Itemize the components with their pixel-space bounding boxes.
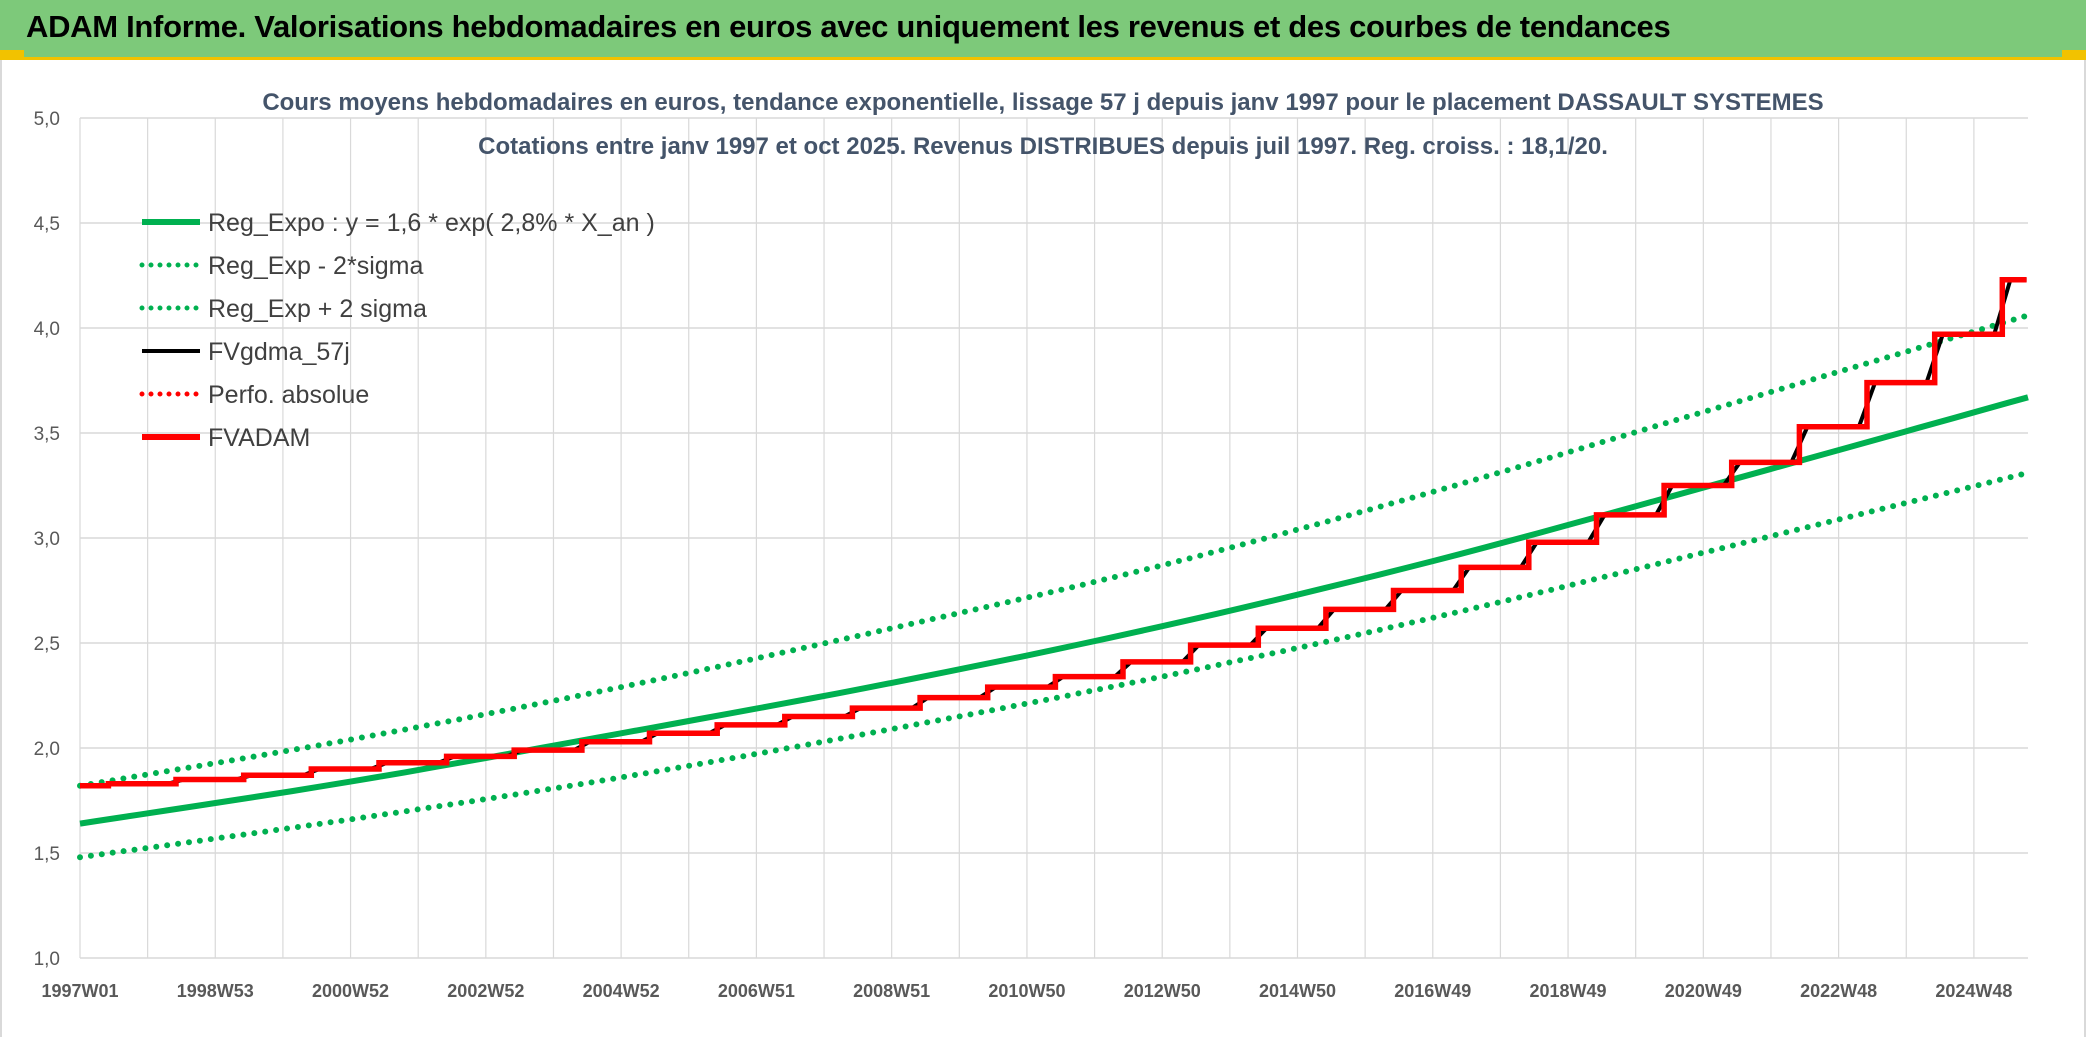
x-tick-label: 1997W01 bbox=[41, 981, 118, 1001]
banner-corner-right bbox=[2062, 50, 2086, 60]
report-title: ADAM Informe. Valorisations hebdomadaire… bbox=[26, 9, 1671, 44]
y-tick-label: 2,0 bbox=[34, 739, 60, 760]
y-tick-label: 1,0 bbox=[34, 949, 60, 970]
y-tick-label: 5,0 bbox=[34, 109, 60, 130]
x-tick-label: 2000W52 bbox=[312, 981, 389, 1001]
chart-frame bbox=[0, 60, 2086, 1037]
x-tick-label: 1998W53 bbox=[177, 981, 254, 1001]
series-reg-expo bbox=[79, 394, 2029, 827]
series-reg-plus-2sigma bbox=[77, 312, 2031, 789]
x-tick-label: 2012W50 bbox=[1124, 981, 1201, 1001]
x-tick-label: 2018W49 bbox=[1530, 981, 1607, 1001]
legend: Reg_Expo : y = 1,6 * exp( 2,8% * X_an ) R… bbox=[139, 209, 655, 452]
x-tick-label: 2022W48 bbox=[1800, 981, 1877, 1001]
y-tick-label: 4,5 bbox=[34, 214, 60, 235]
chart-title-line-1: Cours moyens hebdomadaires en euros, ten… bbox=[262, 89, 1823, 116]
x-tick-label: 2006W51 bbox=[718, 981, 795, 1001]
legend-label: FVADAM bbox=[208, 424, 310, 452]
series-fvadam bbox=[80, 276, 2027, 789]
y-tick-label: 1,5 bbox=[34, 844, 60, 865]
series-reg-minus-2sigma bbox=[77, 469, 2031, 861]
legend-label: Reg_Exp + 2 sigma bbox=[208, 295, 427, 323]
x-tick-label: 2004W52 bbox=[583, 981, 660, 1001]
x-tick-label: 2016W49 bbox=[1394, 981, 1471, 1001]
axis-layer: 1,0 1,5 2,0 2,5 3,0 3,5 4,0 4,5 5,0 1997W01 1998W5… bbox=[34, 109, 2013, 1001]
chart-title-line-2: Cotations entre janv 1997 et oct 2025. R… bbox=[478, 133, 1608, 160]
legend-label: Reg_Exp - 2*sigma bbox=[208, 252, 423, 280]
x-tick-label: 2014W50 bbox=[1259, 981, 1336, 1001]
legend-label: FVgdma_57j bbox=[208, 338, 350, 366]
report-banner: ADAM Informe. Valorisations hebdomadaire… bbox=[0, 0, 2086, 60]
y-tick-label: 4,0 bbox=[34, 319, 60, 340]
banner-corner-left bbox=[0, 50, 24, 60]
grid-layer bbox=[79, 117, 2028, 959]
x-tick-label: 2020W49 bbox=[1665, 981, 1742, 1001]
y-tick-label: 2,5 bbox=[34, 634, 60, 655]
x-tick-label: 2008W51 bbox=[853, 981, 930, 1001]
legend-label: Reg_Expo : y = 1,6 * exp( 2,8% * X_an ) bbox=[208, 209, 655, 237]
x-tick-label: 2002W52 bbox=[447, 981, 524, 1001]
y-tick-label: 3,5 bbox=[34, 424, 60, 445]
legend-label: Perfo. absolue bbox=[208, 381, 369, 409]
x-tick-label: 2010W50 bbox=[988, 981, 1065, 1001]
series-layer bbox=[77, 276, 2031, 861]
y-tick-label: 3,0 bbox=[34, 529, 60, 550]
series-fvgdma-57j bbox=[80, 277, 2027, 788]
x-tick-label: 2024W48 bbox=[1935, 981, 2012, 1001]
